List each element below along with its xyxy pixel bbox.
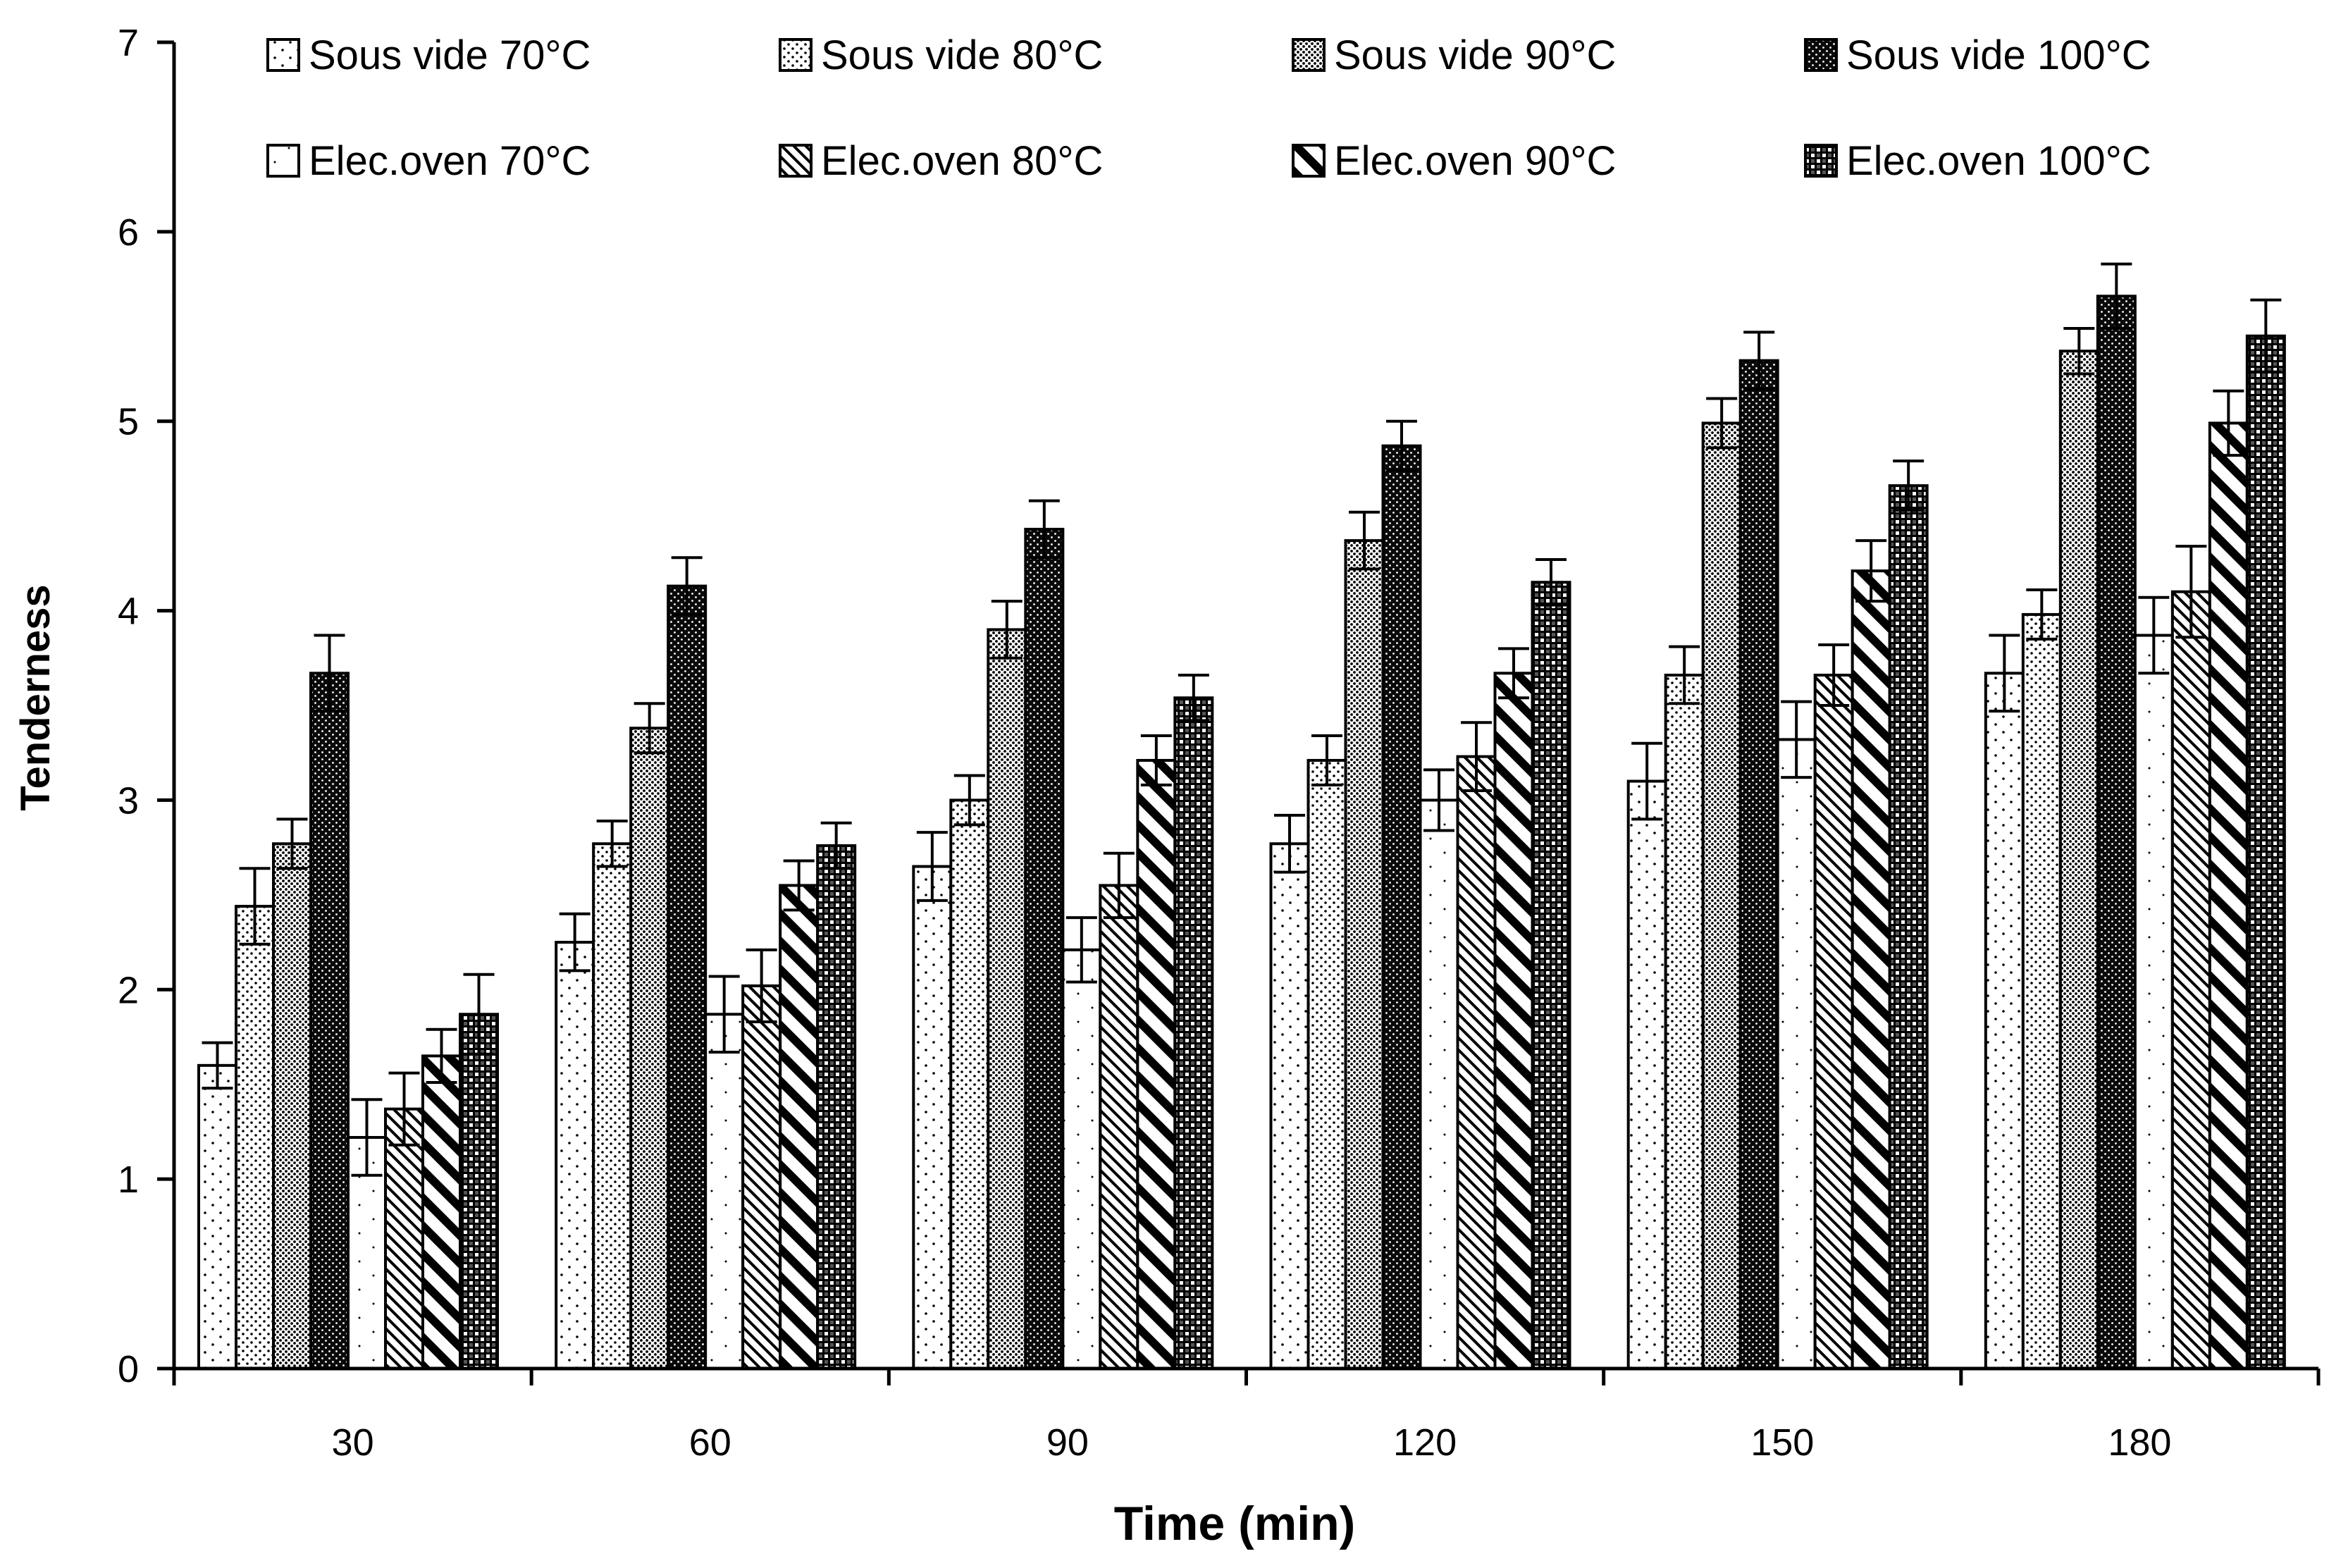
bar: [667, 584, 708, 1370]
bar: [2170, 590, 2211, 1371]
bar: [741, 984, 782, 1370]
bar: [1776, 738, 1817, 1370]
bar: [1888, 484, 1929, 1370]
bar: [949, 798, 990, 1370]
x-tick-label: 180: [2108, 1421, 2171, 1464]
bar: [1099, 884, 1139, 1370]
bars-group: [197, 295, 2286, 1371]
x-tick-label: 90: [1046, 1421, 1089, 1464]
bar: [2133, 634, 2174, 1370]
legend-swatch: [1804, 38, 1838, 72]
x-tick-label: 60: [689, 1421, 731, 1464]
bar: [1306, 758, 1347, 1371]
bar: [384, 1107, 424, 1371]
bar: [1626, 779, 1667, 1370]
legend-swatch: [779, 144, 813, 178]
bar: [459, 1013, 499, 1371]
bar: [1061, 948, 1102, 1370]
y-tick-label: 5: [118, 401, 139, 443]
legend-swatch: [266, 144, 300, 178]
legend-label: Sous vide 100°C: [1846, 32, 2151, 78]
legend-swatch: [1804, 144, 1838, 178]
bar: [704, 1013, 745, 1371]
bar: [272, 842, 312, 1371]
legend-label: Elec.oven 80°C: [821, 138, 1103, 184]
bar: [1344, 539, 1385, 1371]
bar: [2245, 334, 2286, 1371]
legend-label: Elec.oven 70°C: [309, 138, 591, 184]
bar: [1701, 421, 1742, 1370]
bar: [1269, 842, 1310, 1371]
y-tick-label: 6: [118, 211, 139, 254]
x-axis-title: Time (min): [1114, 1497, 1356, 1550]
bar: [1024, 527, 1065, 1370]
bar: [309, 672, 350, 1370]
axes-group: 0 1 2 3 4 5 6 7 30 60 90 120 150 180: [118, 22, 2321, 1464]
bar: [2096, 295, 2137, 1371]
bar: [1851, 569, 1891, 1370]
legend-label: Sous vide 90°C: [1334, 32, 1616, 78]
bar: [2021, 612, 2062, 1370]
y-tick-label: 3: [118, 779, 139, 822]
bar: [1173, 696, 1214, 1370]
bar: [1664, 673, 1705, 1370]
bar: [779, 884, 820, 1370]
y-tick-label: 1: [118, 1159, 139, 1201]
legend-swatch: [1292, 144, 1326, 178]
legend-swatch: [1292, 38, 1326, 72]
x-tick-label: 120: [1393, 1421, 1457, 1464]
y-tick-label: 2: [118, 969, 139, 1011]
y-tick-label: 7: [118, 22, 139, 64]
bar: [816, 844, 857, 1371]
legend-swatch: [779, 38, 813, 72]
x-tick-label: 30: [332, 1421, 374, 1464]
bar: [1813, 673, 1854, 1370]
bar: [987, 628, 1027, 1370]
legend-swatch: [266, 38, 300, 72]
error-bars-group: [202, 262, 2282, 1177]
bar: [1493, 672, 1534, 1370]
bar: [555, 941, 595, 1370]
bar: [2208, 421, 2249, 1370]
bar: [629, 727, 670, 1370]
x-tick-label: 150: [1750, 1421, 1814, 1464]
legend-label: Sous vide 70°C: [309, 32, 591, 78]
y-axis-title: Tenderness: [13, 584, 58, 810]
bar: [1531, 581, 1571, 1371]
bar: [1381, 444, 1422, 1370]
bar: [235, 904, 275, 1370]
bar: [1419, 798, 1459, 1370]
bar: [1456, 755, 1497, 1370]
bar: [592, 842, 633, 1371]
legend-label: Elec.oven 90°C: [1334, 138, 1616, 184]
bar: [421, 1054, 462, 1371]
bar: [1738, 359, 1779, 1370]
legend: Sous vide 70°C Sous vide 80°C Sous vide 90…: [266, 32, 2151, 184]
bar: [1136, 758, 1177, 1371]
y-tick-label: 0: [118, 1348, 139, 1390]
legend-label: Elec.oven 100°C: [1846, 138, 2151, 184]
bar: [1984, 672, 2025, 1370]
y-tick-label: 4: [118, 591, 139, 633]
bar: [912, 865, 953, 1370]
legend-label: Sous vide 80°C: [821, 32, 1103, 78]
bar: [2058, 350, 2099, 1370]
bar: [197, 1063, 237, 1371]
